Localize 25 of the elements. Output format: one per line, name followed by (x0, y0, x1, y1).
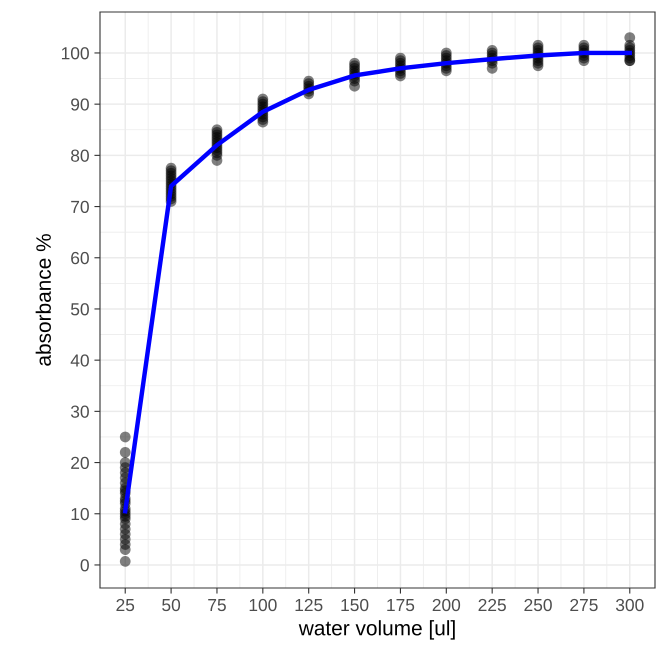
x-tick-label: 200 (432, 598, 460, 612)
x-tick-label: 75 (208, 599, 226, 612)
x-tick-label: 25 (116, 598, 134, 612)
y-tick-label: 80 (71, 150, 89, 162)
x-tick-label: 125 (296, 598, 322, 612)
x-tick-label: 100 (250, 598, 277, 612)
y-tick-label: 60 (71, 252, 89, 264)
x-tick-label: 250 (524, 598, 552, 612)
x-tick-label: 50 (162, 598, 180, 612)
y-tick-label: 10 (72, 508, 89, 520)
x-tick-label: 175 (387, 599, 414, 612)
x-axis-title: water volume [ul] (298, 620, 455, 640)
x-tick-label: 300 (616, 598, 644, 612)
y-tick-label: 100 (62, 47, 89, 60)
y-tick-label: 50 (70, 303, 89, 316)
y-tick-label: 90 (71, 98, 89, 111)
y-tick-label: 40 (70, 354, 89, 367)
y-tick-label: 30 (70, 406, 89, 418)
y-tick-label: 20 (71, 456, 89, 470)
y-axis-title: absorbance % (36, 234, 51, 366)
x-tick-label: 150 (341, 598, 368, 612)
y-tick-label: 70 (71, 200, 89, 214)
y-tick-label: 0 (80, 559, 89, 572)
x-tick-label: 275 (570, 598, 598, 612)
x-tick-label: 225 (478, 598, 506, 612)
